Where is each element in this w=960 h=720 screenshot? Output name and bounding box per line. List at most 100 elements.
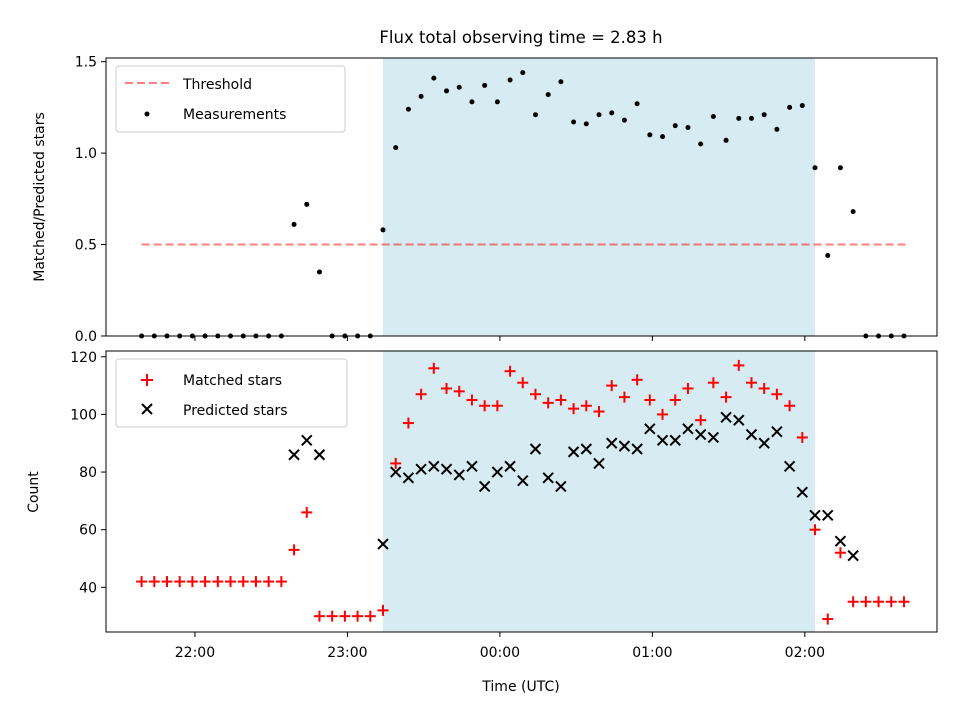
matched-star-point <box>873 596 885 608</box>
measurement-point <box>532 112 538 118</box>
top-y-tick-label: 1.5 <box>75 55 97 71</box>
matched-star-point <box>136 576 148 588</box>
measurement-point <box>710 114 716 120</box>
predicted-star-point <box>517 474 529 487</box>
predicted-star-point <box>567 446 580 458</box>
top-y-ticks: 0.0 0.5 1.0 1.5 <box>75 55 106 345</box>
measurement-point <box>316 269 322 275</box>
predicted-star-point <box>720 411 732 423</box>
predicted-star-point <box>313 449 326 461</box>
matched-star-point <box>542 397 554 409</box>
bottom-legend: Matched stars Predicted stars <box>115 358 348 428</box>
measurement-point <box>609 110 615 116</box>
predicted-star-point <box>771 425 783 438</box>
predicted-star-point <box>618 440 631 452</box>
measurement-point <box>444 88 450 94</box>
matched-star-point <box>529 388 541 400</box>
matched-star-point <box>301 506 313 518</box>
measurement-point <box>660 134 666 140</box>
measurement-point <box>507 77 513 83</box>
measurement-point <box>736 115 742 121</box>
top-y-tick-label: 0.0 <box>75 329 97 345</box>
matched-star-point <box>263 576 275 588</box>
measurement-point <box>850 209 856 215</box>
measurement-point <box>291 221 297 227</box>
measurement-point <box>634 101 640 107</box>
bottom-y-ticks: 40 60 80 100 120 <box>70 350 106 596</box>
matched-star-point <box>352 610 364 622</box>
measurement-point <box>558 79 564 85</box>
matched-star-point <box>733 359 745 371</box>
measurement-point <box>469 99 475 105</box>
matched-star-point <box>618 391 630 403</box>
matched-star-point <box>441 382 453 394</box>
predicted-star-point <box>466 460 478 472</box>
measurement-points <box>139 70 907 339</box>
matched-star-point <box>771 388 783 400</box>
matched-star-point <box>479 400 491 412</box>
matched-star-point <box>657 408 669 420</box>
measurement-point <box>837 165 843 171</box>
measurement-point <box>583 121 589 127</box>
measurement-point <box>520 70 526 76</box>
predicted-star-point <box>644 423 656 435</box>
matched-star-point <box>466 394 478 406</box>
measurement-point <box>596 112 602 118</box>
matched-star-point <box>402 417 414 429</box>
predicted-star-point <box>745 428 758 441</box>
legend-matched-label: Matched stars <box>183 373 282 389</box>
bottom-panel: 40 60 80 100 120 22:00 23:00 00:00 01:00 02:00 C… <box>26 350 938 661</box>
x-tick-label: 01:00 <box>632 645 672 661</box>
top-y-tick-label: 0.5 <box>75 238 97 254</box>
x-axis-label: Time (UTC) <box>481 679 559 695</box>
x-tick-label: 22:00 <box>175 645 215 661</box>
measurement-point <box>456 84 462 90</box>
predicted-star-point <box>809 509 821 521</box>
predicted-star-point <box>847 549 859 562</box>
predicted-star-point <box>707 431 720 444</box>
matched-star-point <box>796 431 808 443</box>
matched-star-point <box>453 385 465 397</box>
measurement-point <box>774 126 780 132</box>
legend-threshold-label: Threshold <box>182 77 252 93</box>
top-legend: Threshold Measurements <box>115 65 346 133</box>
x-tick-label: 23:00 <box>327 645 367 661</box>
count-points <box>136 359 910 625</box>
measurement-point <box>812 165 818 171</box>
matched-star-point <box>148 576 160 588</box>
measurement-point <box>647 132 653 138</box>
matched-star-point <box>364 610 376 622</box>
matched-star-point <box>237 576 249 588</box>
bottom-x-ticks: 22:00 23:00 00:00 01:00 02:00 <box>175 632 825 661</box>
matched-star-point <box>377 604 389 616</box>
predicted-star-point <box>453 469 465 481</box>
matched-star-point <box>504 365 516 377</box>
matched-star-point <box>186 576 198 588</box>
measurement-point <box>431 75 437 81</box>
matched-star-point <box>275 576 287 588</box>
top-x-ticks <box>194 336 806 341</box>
top-legend-box <box>115 65 346 133</box>
chart-title: Flux total observing time = 2.83 h <box>379 28 662 47</box>
measurement-point <box>787 104 793 110</box>
matched-star-point <box>161 576 173 588</box>
legend-predicted-swatch <box>141 403 153 415</box>
matched-star-point <box>555 394 567 406</box>
matched-star-point <box>606 380 618 392</box>
matched-star-point <box>491 400 503 412</box>
matched-star-point <box>758 382 770 394</box>
bottom-y-tick-label: 60 <box>79 523 97 539</box>
predicted-star-point <box>758 437 770 449</box>
matched-star-point <box>834 547 846 559</box>
measurement-point <box>825 253 831 259</box>
matched-star-point <box>847 596 859 608</box>
measurement-point <box>380 227 386 233</box>
matched-star-point <box>250 576 262 588</box>
bottom-y-tick-label: 80 <box>79 465 97 481</box>
predicted-star-point <box>783 460 796 472</box>
matched-star-point <box>212 576 224 588</box>
bottom-y-axis-label: Count <box>26 471 42 513</box>
matched-star-point <box>669 394 681 406</box>
matched-star-point <box>199 576 211 588</box>
measurement-point <box>405 106 411 112</box>
